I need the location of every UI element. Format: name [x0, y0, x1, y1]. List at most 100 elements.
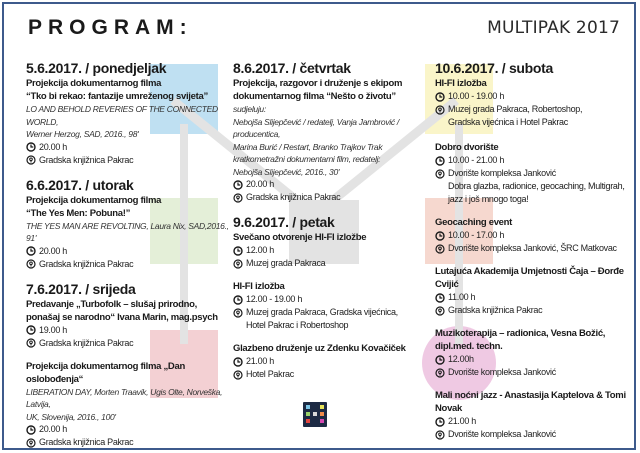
event-title-line: Svečano otvorenje HI-FI izložbe [233, 232, 367, 243]
event-place: Dvorište kompleksa Janković [435, 428, 634, 441]
event-item: Dobro dvorište 10.00 - 21.00 h Dvorište … [435, 141, 634, 206]
event-credit-line: Werner Herzog, SAD, 2016., 98' [26, 129, 139, 139]
clock-icon [435, 154, 448, 167]
event-item: Geocaching event 10.00 - 17.00 h Dvorišt… [435, 216, 634, 255]
day-heading: 7.6.2017. / srijeda [26, 280, 136, 297]
event-title-line: “Tko bi rekao: fantazije umreženog svije… [26, 91, 208, 102]
clock-icon [26, 141, 39, 154]
day-heading: 10.6.2017. / subota [435, 60, 554, 76]
event-credit-line: Nebojša Slijepčević, 2016., 30' [233, 166, 340, 177]
event-title-line: Projekcija dokumentarnog filma „Dan oslo… [26, 360, 185, 385]
day-monday: 5.6.2017. / ponedjeljak Projekcija dokum… [26, 60, 236, 167]
event-credit-line: THE YES MAN ARE REVOLTING, Laura Nix, SA… [26, 220, 229, 244]
event-place: Muzej grada Pakraca, Gradska vijećnica, [233, 306, 433, 319]
location-pin-icon [26, 258, 39, 271]
event-credit-line: Marina Burić / Restart, Branko Trajkov T… [233, 141, 383, 152]
event-item: Predavanje „Turbofolk – slušaj prirodno,… [26, 298, 236, 350]
location-pin-icon [26, 337, 39, 350]
location-pin-icon [435, 242, 448, 255]
event-time: 11.00 h [435, 291, 634, 304]
event-item: Projekcija dokumentarnog filma “Tko bi r… [26, 77, 236, 167]
event-time: 21.00 h [435, 415, 634, 428]
clock-icon [26, 245, 39, 258]
event-title-line: Mali noćni jazz - Anastasija Kaptelova &… [435, 390, 626, 414]
event-title-line: “The Yes Men: Pobuna!” [26, 207, 131, 219]
event-item: Muzikoterapija – radionica, Vesna Božić,… [435, 327, 634, 379]
clock-icon [26, 324, 39, 337]
event-time: 19.00 h [26, 324, 236, 337]
event-time: 21.00 h [233, 355, 433, 368]
location-pin-icon [435, 103, 448, 116]
event-place: Dvorište kompleksa Janković, ŠRC Matkova… [435, 242, 634, 255]
day-heading: 6.6.2017. / utorak [26, 176, 134, 193]
event-item: Svečano otvorenje HI-FI izložbe 12.00 h … [233, 231, 433, 270]
event-time: 12.00 - 19.00 h [233, 293, 433, 306]
day-thursday: 8.6.2017. / četvrtak Projekcija, razgovo… [233, 60, 433, 204]
event-time: 10.00 - 21.00 h [435, 154, 634, 167]
event-title-line: Muzikoterapija – radionica, Vesna Božić,… [435, 328, 606, 352]
location-pin-icon [435, 366, 448, 379]
event-item: Projekcija, razgovor i druženje s ekipom… [233, 77, 433, 204]
event-time: 20.00 h [26, 141, 236, 154]
day-heading: 8.6.2017. / četvrtak [233, 60, 351, 76]
clock-icon [435, 291, 448, 304]
location-pin-icon [26, 154, 39, 167]
event-title-line: Projekcija dokumentarnog filma [26, 78, 162, 89]
day-wednesday: 7.6.2017. / srijeda Predavanje „Turbofol… [26, 280, 236, 449]
bg-line-left-vertical [180, 124, 188, 344]
column-right: 10.6.2017. / subota HI-FI izložba 10.00 … [435, 60, 634, 448]
event-time: 10.00 - 19.00 h [435, 90, 634, 103]
event-place: Gradska knjižnica Pakrac [26, 436, 236, 448]
location-pin-icon [435, 304, 448, 317]
event-credit-line: LIBERATION DAY, Morten Traavik, Ugis Olt… [26, 386, 223, 410]
event-place: Muzej grada Pakraca [233, 257, 433, 270]
event-description: Dobra glazba, radionice, geocaching, Mul… [448, 181, 625, 191]
event-title-line: dokumentarnog filma “Nešto o životu” [233, 91, 396, 102]
day-saturday: 10.6.2017. / subota HI-FI izložba 10.00 … [435, 60, 634, 441]
event-title-line: Glazbeno druženje uz Zdenku Kovačiček [233, 343, 406, 354]
clock-icon [435, 353, 448, 366]
event-time: 20.00 h [26, 245, 236, 258]
event-title-line: Predavanje „Turbofolk – slušaj prirodno, [26, 298, 198, 310]
event-title-line: Projekcija dokumentarnog filma [26, 194, 162, 206]
event-item: HI-FI izložba 10.00 - 19.00 h Muzej grad… [435, 77, 634, 129]
event-place-continued: Hotel Pakrac i Robertoshop [246, 320, 349, 330]
event-credit-line: Nebojša Slijepčević / redatelj, Vanja Ja… [233, 116, 399, 140]
event-item: Glazbeno druženje uz Zdenku Kovačiček 21… [233, 342, 433, 381]
event-credit-line: sudjeluju: [233, 104, 266, 114]
event-item: Mali noćni jazz - Anastasija Kaptelova &… [435, 389, 634, 441]
event-place-continued: Gradska vijećnica i Hotel Pakrac [448, 117, 568, 127]
event-time: 12.00h [435, 353, 634, 366]
day-friday: 9.6.2017. / petak Svečano otvorenje HI-F… [233, 214, 433, 381]
event-time: 20.00 h [233, 178, 433, 191]
event-place: Dvorište kompleksa Janković [435, 167, 634, 180]
day-heading: 9.6.2017. / petak [233, 214, 335, 230]
clock-icon [233, 178, 246, 191]
event-time: 10.00 - 17.00 h [435, 229, 634, 242]
event-item: Projekcija dokumentarnog filma „Dan oslo… [26, 360, 236, 449]
clock-icon [233, 244, 246, 257]
event-credit-line: UK, Slovenija, 2016., 100' [26, 411, 116, 422]
event-place: Dvorište kompleksa Janković [435, 366, 634, 379]
location-pin-icon [233, 306, 246, 319]
event-title: MULTIPAK 2017 [487, 18, 620, 38]
location-pin-icon [233, 368, 246, 381]
column-middle: 8.6.2017. / četvrtak Projekcija, razgovo… [233, 60, 433, 391]
clock-icon [435, 229, 448, 242]
event-place: Hotel Pakrac [233, 368, 433, 381]
event-credit-line: kratkometražni dokumentarni film, redate… [233, 154, 381, 164]
location-pin-icon [26, 436, 39, 448]
event-title-line: ponašaj se narodno“ Ivana Marin, mag.psy… [26, 311, 218, 323]
event-place: Muzej grada Pakraca, Robertoshop, [435, 103, 634, 116]
clock-icon [435, 90, 448, 103]
clock-icon [233, 355, 246, 368]
clock-icon [435, 415, 448, 428]
event-title-line: HI-FI izložba [233, 281, 285, 292]
poster-frame: PROGRAM: MULTIPAK 2017 5.6.2017. / poned… [2, 2, 636, 450]
location-pin-icon [435, 167, 448, 180]
event-place: Gradska knjižnica Pakrac [26, 154, 236, 167]
event-time: 20.00 h [26, 423, 236, 436]
event-title-line: Geocaching event [435, 217, 513, 228]
location-pin-icon [233, 257, 246, 270]
event-place: Gradska knjižnica Pakrac [435, 304, 634, 317]
